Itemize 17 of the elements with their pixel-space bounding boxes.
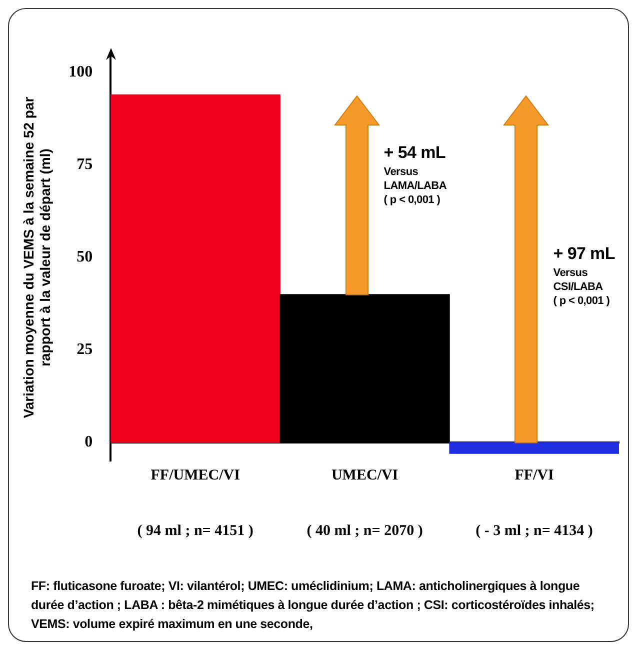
text: ( 40 ml ; n= 2070 ) (306, 522, 423, 540)
y-tick-label: 25 (76, 341, 93, 358)
annotation: + 97 mL Versus CSI/LABA ( p < 0,001 ) (553, 243, 615, 308)
text: ( 94 ml ; n= 4151 ) (137, 522, 254, 540)
y-tick-label: 75 (76, 156, 93, 174)
text: ( - 3 ml ; n= 4134 ) (476, 522, 593, 540)
y-tick-label: 50 (76, 248, 93, 266)
x-tick-label: FF/UMEC/VI (150, 467, 240, 484)
annotation: + 54 mL Versus LAMA/LABA ( p < 0,001 ) (384, 142, 446, 207)
x-tick-label: UMEC/VI (331, 467, 398, 484)
y-tick-label: 100 (68, 64, 93, 81)
bar (449, 442, 619, 454)
x-tick-label: FF/VI (514, 467, 554, 484)
text: FF: fluticasone furoate; VI: vilantérol; UMEC: uméclidinium; LAMA: anticholinergiques à longue durée d’action ; LABA : bêta-2 mimétiques à longue durée d’action ; CSI: corticostéroïdes inhalés; VEMS: volume expiré maximum en une seconde, (31, 578, 596, 633)
y-tick-label: 0 (84, 434, 93, 451)
y-axis-title: Variation moyenne du VEMS à la semaine 52 par rapport à la valeur de départ (ml) (20, 96, 54, 418)
bar (110, 94, 280, 443)
